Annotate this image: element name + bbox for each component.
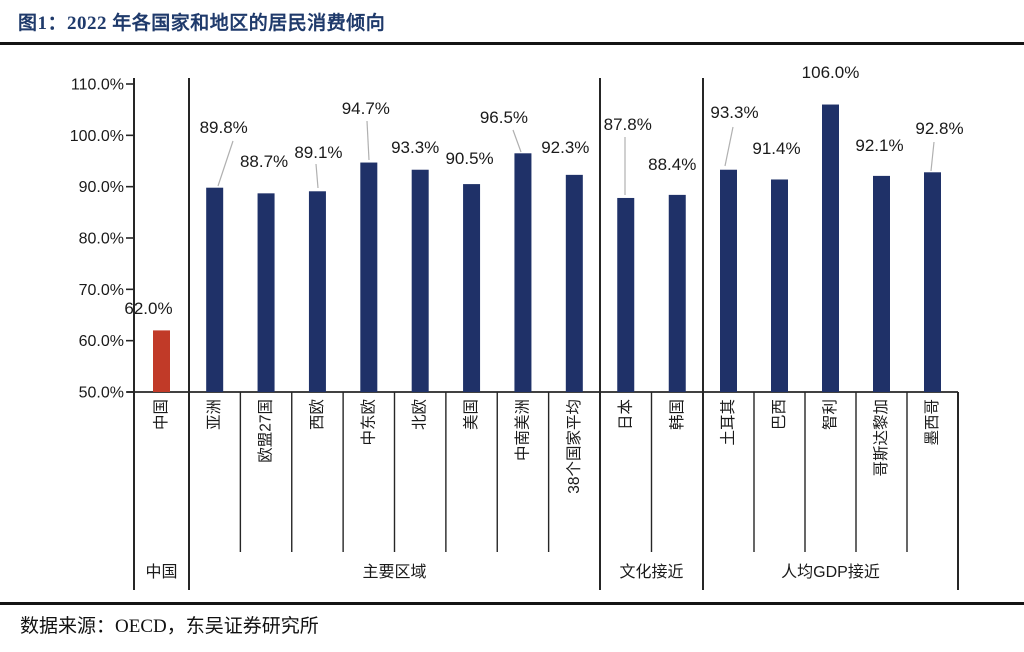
bar xyxy=(565,174,583,392)
group-label: 人均GDP接近 xyxy=(781,563,880,581)
group-label: 主要区域 xyxy=(362,563,426,581)
bar-value-label: 88.7% xyxy=(240,152,288,171)
category-label: 美国 xyxy=(462,399,480,430)
category-label: 日本 xyxy=(616,399,634,430)
category-label: 墨西哥 xyxy=(924,399,941,446)
leader-line xyxy=(512,129,522,153)
bar-value-label: 93.3% xyxy=(710,103,758,122)
bar xyxy=(153,330,170,392)
leader-line xyxy=(930,141,935,172)
bar xyxy=(822,104,839,393)
category-label: 中南美洲 xyxy=(513,399,531,461)
category-label: 土耳其 xyxy=(719,399,737,446)
category-label: 巴西 xyxy=(771,399,788,430)
bar xyxy=(514,153,532,392)
bar-value-label: 88.4% xyxy=(648,155,696,174)
leader-line xyxy=(217,140,234,187)
bar xyxy=(873,175,890,392)
bar-value-label: 89.1% xyxy=(294,143,342,162)
category-label: 中国 xyxy=(152,399,170,430)
y-tick-label: 90.0% xyxy=(79,179,124,196)
y-tick-label: 110.0% xyxy=(71,77,124,94)
bar xyxy=(257,193,275,392)
title-divider-line xyxy=(0,42,1024,45)
category-label: 北欧 xyxy=(411,399,429,430)
bar xyxy=(411,169,429,392)
category-label: 智利 xyxy=(821,399,839,430)
bar-value-label: 96.5% xyxy=(480,108,528,127)
category-label: 西欧 xyxy=(308,399,326,430)
group-label: 文化接近 xyxy=(619,563,683,581)
bar xyxy=(771,179,788,392)
category-label: 韩国 xyxy=(668,399,686,430)
bar xyxy=(463,184,481,392)
bar-value-label: 92.3% xyxy=(541,138,589,157)
y-tick-label: 100.0% xyxy=(70,128,124,145)
leader-line xyxy=(724,126,734,167)
bar-value-label: 91.4% xyxy=(752,139,800,158)
group-label: 中国 xyxy=(145,563,177,581)
category-label: 亚洲 xyxy=(206,399,223,430)
leader-line xyxy=(315,163,319,189)
bar-value-label: 89.8% xyxy=(200,118,248,137)
bar xyxy=(308,191,326,392)
y-tick-label: 60.0% xyxy=(79,333,124,350)
bar-value-label: 87.8% xyxy=(604,115,652,134)
bar xyxy=(617,197,635,392)
bar-value-label: 106.0% xyxy=(802,63,860,82)
bar-chart-canvas: 110.0% 100.0% 90.0% 80.0% 70.0% 60.0% 50.0% 中国 6… xyxy=(70,63,964,590)
leader-line xyxy=(366,120,370,161)
bar-value-label: 92.8% xyxy=(915,119,963,138)
bar-value-label: 94.7% xyxy=(342,99,390,118)
y-tick-label: 50.0% xyxy=(79,385,124,402)
bar xyxy=(206,187,224,392)
bar xyxy=(720,169,737,392)
y-tick-label: 80.0% xyxy=(79,231,124,248)
footer-divider-line xyxy=(0,602,1024,605)
category-label: 欧盟27国 xyxy=(257,399,275,463)
category-label: 38个国家平均 xyxy=(565,399,583,494)
bar-value-label: 92.1% xyxy=(855,136,903,155)
data-source-text: 数据来源：OECD，东吴证券研究所 xyxy=(20,616,319,637)
category-label: 哥斯达黎加 xyxy=(872,399,890,477)
bar-value-label: 93.3% xyxy=(391,138,439,157)
figure-title: 图1：2022 年各国家和地区的居民消费倾向 xyxy=(18,13,386,34)
bar xyxy=(360,162,378,392)
y-tick-label: 70.0% xyxy=(79,282,124,299)
bar-value-label: 90.5% xyxy=(445,149,493,168)
category-label: 中东欧 xyxy=(359,399,377,446)
bar-value-label: 62.0% xyxy=(124,299,172,318)
consumption-bar-chart: 110.0% 100.0% 90.0% 80.0% 70.0% 60.0% 50.0% 中国 6… xyxy=(70,63,964,590)
bar xyxy=(924,172,941,392)
bar xyxy=(668,194,686,392)
